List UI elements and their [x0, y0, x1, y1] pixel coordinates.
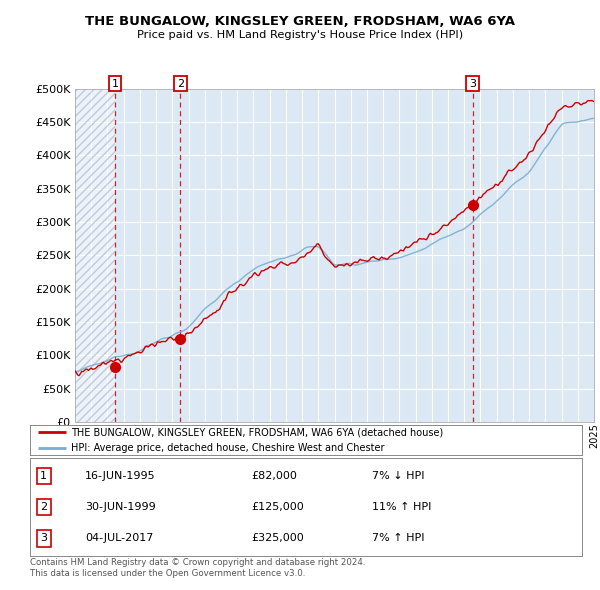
Text: £125,000: £125,000: [251, 502, 304, 512]
Text: 7% ↑ HPI: 7% ↑ HPI: [372, 533, 425, 543]
Text: 1: 1: [112, 78, 118, 88]
Text: HPI: Average price, detached house, Cheshire West and Chester: HPI: Average price, detached house, Ches…: [71, 443, 385, 453]
Text: £82,000: £82,000: [251, 471, 296, 481]
Text: 3: 3: [469, 78, 476, 88]
Text: 30-JUN-1999: 30-JUN-1999: [85, 502, 156, 512]
Bar: [75, 88, 115, 422]
Text: 7% ↓ HPI: 7% ↓ HPI: [372, 471, 425, 481]
Text: 1: 1: [40, 471, 47, 481]
Text: THE BUNGALOW, KINGSLEY GREEN, FRODSHAM, WA6 6YA: THE BUNGALOW, KINGSLEY GREEN, FRODSHAM, …: [85, 15, 515, 28]
Text: 3: 3: [40, 533, 47, 543]
Text: £325,000: £325,000: [251, 533, 304, 543]
Text: Contains HM Land Registry data © Crown copyright and database right 2024.
This d: Contains HM Land Registry data © Crown c…: [30, 558, 365, 578]
Text: 2: 2: [40, 502, 47, 512]
Text: Price paid vs. HM Land Registry's House Price Index (HPI): Price paid vs. HM Land Registry's House …: [137, 30, 463, 40]
Text: 11% ↑ HPI: 11% ↑ HPI: [372, 502, 431, 512]
Text: 2: 2: [177, 78, 184, 88]
Text: THE BUNGALOW, KINGSLEY GREEN, FRODSHAM, WA6 6YA (detached house): THE BUNGALOW, KINGSLEY GREEN, FRODSHAM, …: [71, 428, 443, 437]
Text: 04-JUL-2017: 04-JUL-2017: [85, 533, 154, 543]
Bar: [75, 88, 115, 422]
Text: 16-JUN-1995: 16-JUN-1995: [85, 471, 156, 481]
